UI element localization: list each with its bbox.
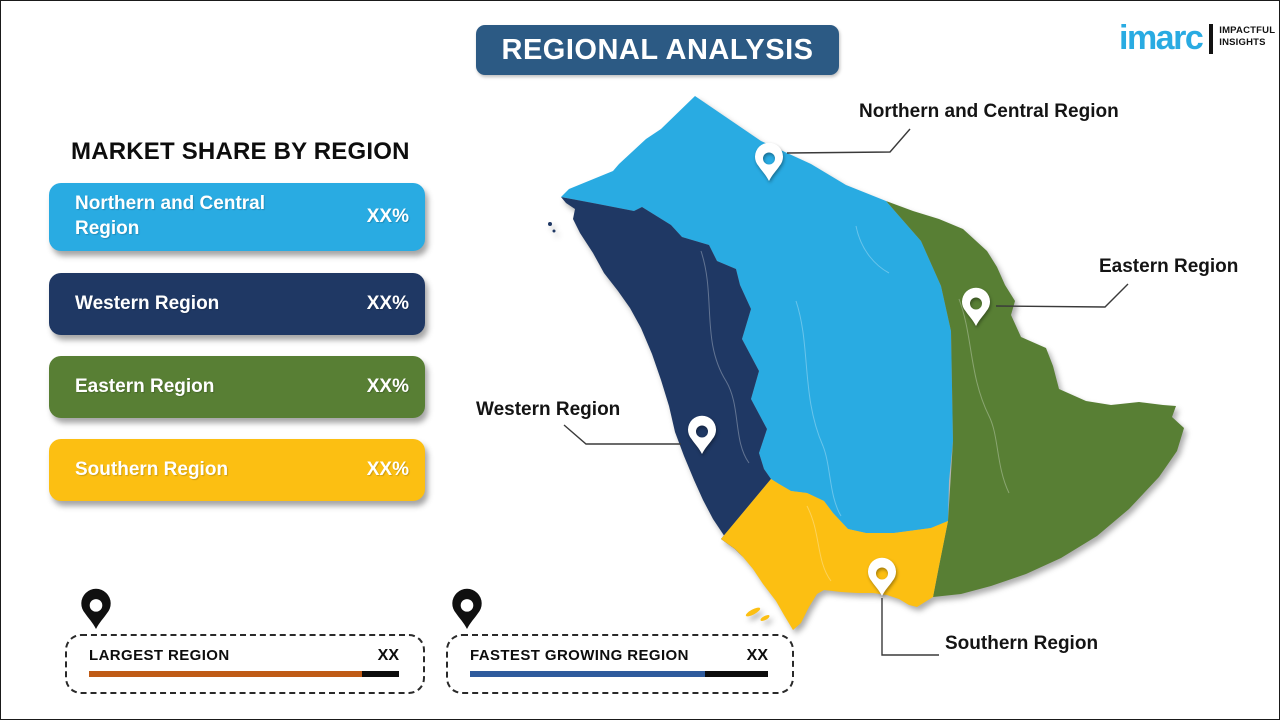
fastest-growing-region-meter: [470, 671, 768, 677]
map-callout-eastern: Eastern Region: [1099, 256, 1239, 277]
legend-item-value: XX%: [366, 206, 409, 227]
region-western: [561, 197, 771, 557]
largest-region-meter: [89, 671, 399, 677]
callout-line-western: [563, 424, 681, 445]
legend-item-southern: Southern Region XX%: [49, 439, 425, 501]
legend-item-value: XX%: [366, 459, 409, 480]
map-callout-southern: Southern Region: [945, 633, 1099, 654]
region-southern: [721, 479, 948, 630]
meter-tail: [705, 671, 768, 677]
legend-item-label: Northern and Central Region: [75, 193, 266, 239]
legend-item-value: XX%: [366, 376, 409, 397]
map-pin-icon-western: [688, 415, 716, 454]
fastest-growing-region-pin-icon: [452, 588, 482, 629]
logo-divider: [1209, 24, 1214, 54]
legend-item-label: Eastern Region: [75, 375, 215, 397]
market-share-heading: MARKET SHARE BY REGION: [71, 138, 410, 165]
callout-line-northern-central: [786, 128, 911, 154]
map-callout-northern-central: Northern and Central Region: [859, 101, 1119, 122]
fastest-growing-region-value: XX: [746, 647, 768, 664]
callout-line-eastern: [995, 283, 1129, 308]
imarc-logo-text: imarc: [1119, 19, 1204, 57]
meter-fill: [89, 671, 362, 677]
page-title: REGIONAL ANALYSIS: [476, 25, 839, 75]
logo-tagline: IMPACTFUL INSIGHTS: [1219, 25, 1275, 49]
largest-region-pin-icon: [81, 588, 111, 629]
fastest-growing-region-label: FASTEST GROWING REGION: [470, 647, 689, 664]
legend-item-label: Southern Region: [75, 458, 229, 480]
legend-item-label: Western Region: [75, 292, 220, 314]
coastal-islands: [548, 222, 770, 621]
legend-item-western: Western Region XX%: [49, 273, 425, 335]
map-pin-icon-northern-central: [755, 142, 783, 181]
largest-region-box: LARGEST REGION XX: [65, 634, 425, 694]
region-northern-central: [561, 96, 953, 533]
callout-line-southern: [881, 598, 939, 656]
largest-region-label: LARGEST REGION: [89, 647, 230, 664]
legend-item-eastern: Eastern Region XX%: [49, 356, 425, 418]
map-pin-icon-eastern: [962, 287, 990, 326]
fastest-growing-region-box: FASTEST GROWING REGION XX: [446, 634, 794, 694]
logo-tagline-line1: IMPACTFUL: [1219, 25, 1276, 36]
province-borders: [608, 225, 1010, 582]
imarc-logo: imarc IMPACTFUL INSIGHTS: [1119, 21, 1275, 55]
meter-tail: [361, 671, 399, 677]
map-callout-western: Western Region: [476, 399, 621, 420]
legend-item-value: XX%: [366, 293, 409, 314]
meter-fill: [470, 671, 706, 677]
largest-region-value: XX: [377, 647, 399, 664]
map-pin-icon-southern: [868, 557, 896, 596]
legend-item-northern-central: Northern and Central Region XX%: [49, 183, 425, 251]
logo-tagline-line2: INSIGHTS: [1219, 36, 1266, 48]
